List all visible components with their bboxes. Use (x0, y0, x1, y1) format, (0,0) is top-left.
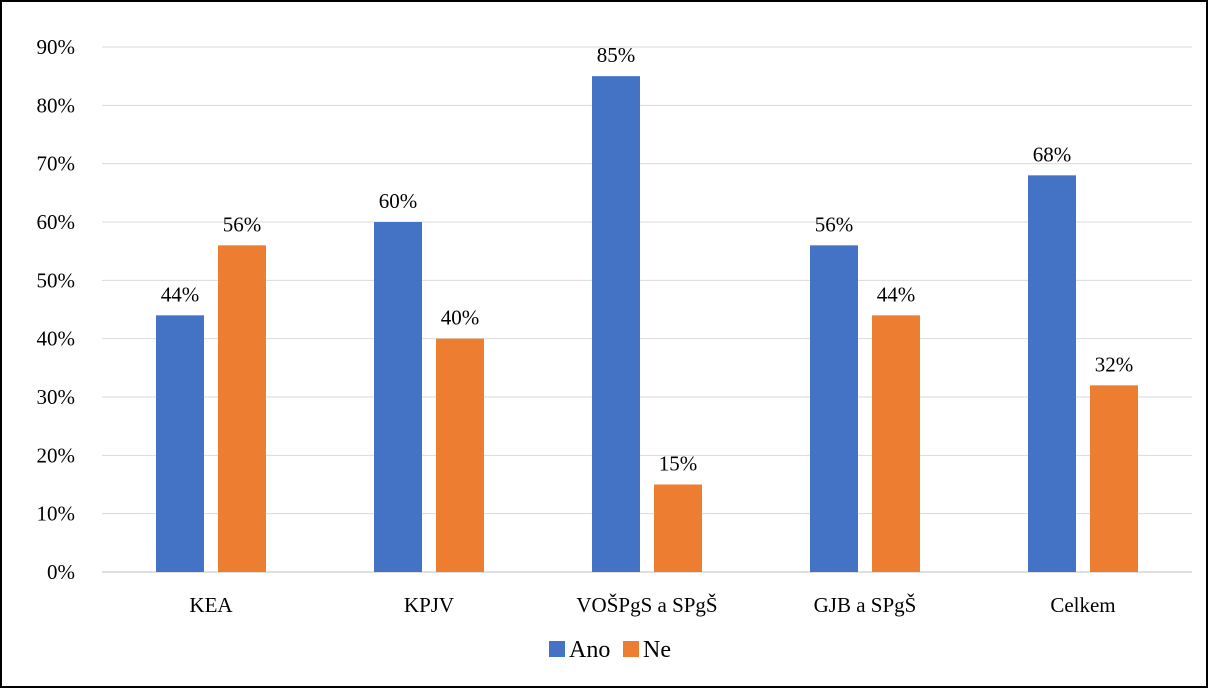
x-tick-label: GJB a SPgŠ (814, 593, 917, 617)
bar-ano (374, 222, 422, 572)
data-label: 60% (379, 189, 418, 213)
data-label: 85% (597, 43, 636, 67)
legend-label-ne: Ne (643, 637, 671, 663)
y-tick-label: 0% (47, 560, 75, 584)
bar-ne (872, 315, 920, 572)
y-tick-label: 90% (37, 35, 76, 59)
data-label: 32% (1095, 352, 1134, 376)
bar-ne (436, 338, 484, 572)
x-tick-label: KPJV (404, 593, 454, 617)
data-label: 56% (815, 212, 854, 236)
bar-ne (654, 484, 702, 572)
legend: Ano Ne (549, 637, 671, 663)
y-tick-label: 40% (37, 327, 76, 351)
y-tick-label: 20% (37, 443, 76, 467)
y-tick-label: 50% (37, 268, 76, 292)
data-label: 44% (161, 282, 200, 306)
x-tick-label: KEA (189, 593, 233, 617)
data-label: 40% (441, 306, 480, 330)
y-axis-ticks: 0% 10% 20% 30% 40% 50% 60% 70% 80% 90% (37, 35, 76, 584)
legend-swatch-ano (549, 641, 565, 657)
data-label: 68% (1033, 142, 1072, 166)
y-tick-label: 80% (37, 93, 76, 117)
data-label: 15% (659, 452, 698, 476)
x-tick-label: VOŠPgS a SPgŠ (576, 593, 717, 617)
gridlines (102, 46, 1192, 573)
data-label: 44% (877, 282, 916, 306)
x-axis-ticks: KEA KPJV VOŠPgS a SPgŠ GJB a SPgŠ Celkem (189, 593, 1115, 617)
bar-ano (156, 315, 204, 572)
bar-ano (592, 76, 640, 573)
bar-ne (1090, 385, 1138, 572)
bars (156, 76, 1138, 573)
data-labels: 44% 56% 60% 40% 85% 15% 56% 44% 68% 32% (161, 43, 1134, 475)
legend-swatch-ne (623, 641, 639, 657)
legend-label-ano: Ano (569, 637, 610, 663)
bar-ano (810, 245, 858, 573)
bar-ne (218, 245, 266, 573)
x-tick-label: Celkem (1050, 593, 1115, 617)
y-tick-label: 60% (37, 210, 76, 234)
y-tick-label: 70% (37, 152, 76, 176)
data-label: 56% (223, 212, 262, 236)
bar-ano (1028, 175, 1076, 573)
y-tick-label: 30% (37, 385, 76, 409)
y-tick-label: 10% (37, 502, 76, 526)
